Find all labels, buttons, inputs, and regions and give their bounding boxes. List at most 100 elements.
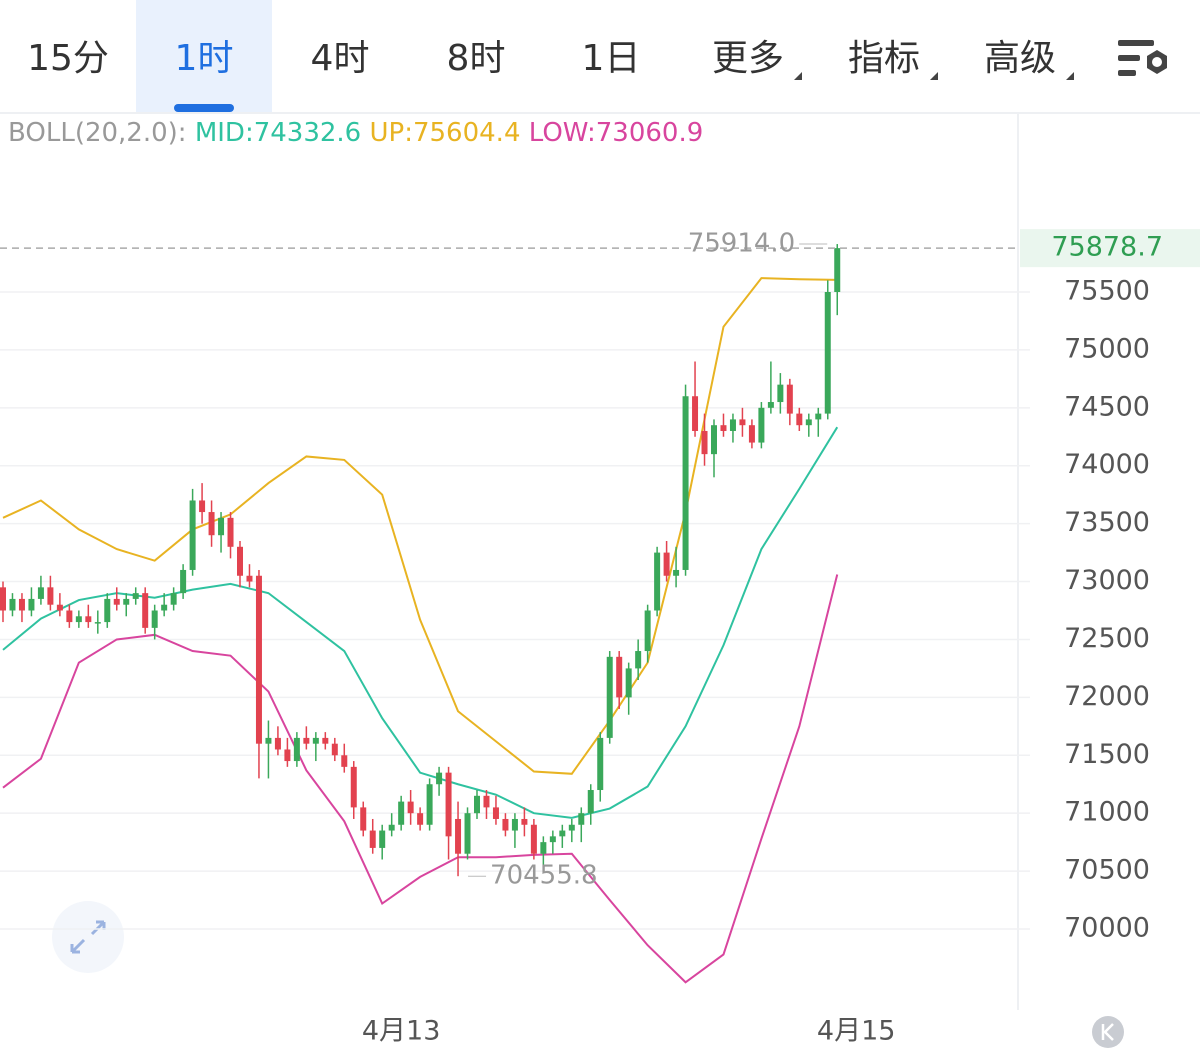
candle-body (502, 818, 509, 831)
candle-body (94, 622, 101, 624)
candle-body (255, 575, 262, 744)
candle-body (246, 575, 253, 582)
candle-body (75, 616, 82, 623)
legend-entry: BOLL(20,2.0): (8, 118, 187, 148)
current-price: 75878.7 (1051, 232, 1163, 263)
candle-body (654, 552, 661, 611)
candle-body (701, 430, 708, 455)
candle-body (824, 292, 831, 414)
candle-body (123, 598, 130, 605)
candle-body (748, 425, 755, 443)
y-tick-label: 75000 (1064, 333, 1150, 364)
candle-body (834, 248, 841, 292)
candle-body (758, 407, 765, 443)
candle-body (426, 784, 433, 825)
candle-body (616, 656, 623, 698)
expand-button[interactable] (52, 901, 124, 973)
back-icon (1101, 1023, 1114, 1041)
candle-body (436, 772, 443, 785)
candle-body (303, 737, 310, 744)
y-tick-label: 75500 (1064, 276, 1150, 307)
y-tick-label: 71500 (1064, 739, 1150, 770)
candle-body (767, 402, 774, 408)
candle-body (692, 396, 699, 431)
candle-body (331, 743, 338, 756)
candle-body (474, 795, 480, 814)
expand-icon (70, 920, 106, 954)
back-button[interactable] (1092, 1016, 1124, 1048)
candle-body (265, 737, 272, 744)
candle-body (625, 668, 632, 698)
candle-body (151, 610, 158, 628)
candle-body (568, 824, 575, 831)
candle-body (597, 737, 604, 791)
candle-body (170, 593, 177, 605)
candle-body (28, 598, 35, 611)
candle-body (398, 801, 405, 825)
tab[interactable]: 高级 (984, 38, 1056, 79)
candle-body (483, 795, 490, 808)
tab[interactable]: 指标 (848, 38, 920, 79)
tab-indicator (174, 104, 234, 112)
legend-entry: MID:74332.6 (195, 118, 361, 148)
candle-body (132, 593, 139, 599)
candle-body (606, 656, 613, 738)
candle-body (739, 419, 746, 426)
candle-body (322, 737, 329, 744)
candle-body (189, 500, 196, 570)
candle-body (786, 384, 793, 414)
candle-body (521, 818, 528, 825)
y-tick-label: 74500 (1064, 391, 1150, 422)
icon-bar (1118, 70, 1136, 76)
candle-body (350, 766, 357, 808)
candle-body (578, 813, 585, 825)
candle-body (729, 419, 736, 431)
candle-body (663, 552, 670, 576)
candle-body (85, 616, 92, 623)
x-tick-label: 4月15 (817, 1016, 896, 1047)
x-tick-label: 4月13 (362, 1016, 441, 1047)
candle-body (464, 813, 471, 854)
dropdown-caret (794, 72, 802, 80)
y-tick-label: 74000 (1064, 449, 1150, 480)
candle-body (796, 413, 803, 426)
button-bg (52, 901, 124, 973)
y-tick-label: 72000 (1064, 681, 1150, 712)
band-line (2, 426, 839, 819)
candle-body (312, 737, 319, 744)
tab[interactable]: 更多 (712, 38, 784, 79)
candle-body (113, 598, 120, 605)
tab[interactable]: 8时 (447, 38, 506, 79)
dropdown-caret (930, 72, 938, 80)
candle-body (407, 801, 414, 814)
candle-body (805, 419, 812, 426)
candle-body (104, 598, 111, 623)
tab[interactable]: 15分 (27, 38, 109, 79)
button-bg (1092, 1016, 1124, 1048)
candle-body (673, 569, 680, 576)
candle-body (47, 587, 54, 605)
tab[interactable]: 1日 (582, 38, 641, 79)
candle-body (587, 790, 594, 814)
max-label: 75914.0 (688, 229, 796, 259)
candle-body (549, 836, 556, 843)
candle-body (511, 818, 518, 831)
settings-icon[interactable] (1118, 40, 1167, 76)
candle-body (199, 500, 206, 513)
candle-body (530, 824, 537, 854)
candle-body (360, 807, 367, 831)
tab[interactable]: 4时 (311, 38, 370, 79)
candle-body (379, 830, 386, 848)
candle-body (644, 610, 651, 652)
y-tick-label: 73000 (1064, 565, 1150, 596)
candle-body (455, 818, 462, 854)
candle-body (66, 610, 73, 623)
candle-body (540, 842, 547, 854)
legend-entry: UP:75604.4 (370, 118, 521, 148)
candle-body (0, 587, 6, 611)
candle-body (9, 598, 16, 611)
candle-body (777, 384, 784, 403)
tab[interactable]: 1时 (175, 38, 234, 79)
